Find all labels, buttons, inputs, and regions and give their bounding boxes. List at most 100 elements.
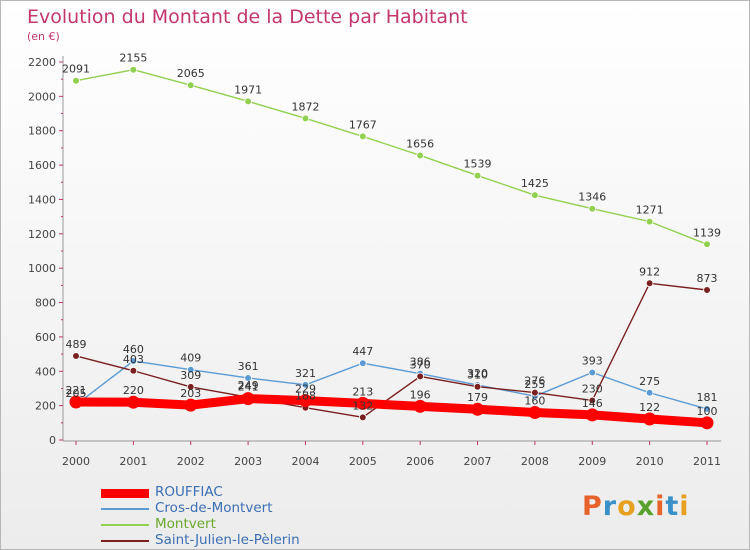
- logo-letter: r: [602, 491, 618, 522]
- y-tick-label: 800: [35, 297, 56, 310]
- data-label: 181: [697, 391, 718, 404]
- y-tick-label: 1000: [28, 262, 56, 275]
- x-tick-label: 2008: [521, 455, 549, 468]
- y-tick-label: 2200: [28, 56, 56, 69]
- data-label: 309: [180, 369, 201, 382]
- data-label: 1767: [349, 118, 377, 131]
- data-point: [588, 396, 597, 405]
- data-point: [531, 191, 539, 199]
- series-line: [75, 282, 708, 419]
- y-tick-label: 1200: [28, 228, 56, 241]
- y-tick-label: 1800: [28, 125, 56, 138]
- y-tick-label: 1400: [28, 193, 56, 206]
- data-label: 203: [180, 387, 201, 400]
- data-point: [186, 81, 195, 89]
- data-point: [129, 366, 138, 375]
- data-point: [301, 114, 310, 123]
- data-label: 386: [410, 356, 431, 369]
- series-lines: [71, 69, 712, 428]
- data-point: [298, 394, 312, 408]
- data-label: 1346: [578, 191, 606, 204]
- data-point: [416, 151, 424, 160]
- data-point: [126, 395, 140, 409]
- data-label: 2155: [119, 52, 147, 65]
- x-tick-label: 2002: [177, 455, 205, 468]
- x-tick-label: 2004: [291, 455, 319, 468]
- data-label: 122: [639, 401, 660, 414]
- data-label: 320: [467, 367, 488, 380]
- data-label: 321: [295, 367, 316, 380]
- legend-swatch: [101, 524, 149, 526]
- data-label: 873: [697, 272, 718, 285]
- data-label: 489: [66, 338, 87, 351]
- data-point: [703, 286, 711, 294]
- data-label: 393: [582, 354, 603, 367]
- data-point: [700, 416, 714, 430]
- x-tick-label: 2009: [578, 455, 606, 468]
- data-label: 196: [410, 388, 431, 401]
- series-line: [71, 394, 712, 428]
- data-label: 1139: [693, 226, 721, 239]
- data-point: [129, 357, 138, 365]
- data-point: [186, 365, 195, 374]
- data-label: 221: [66, 384, 87, 397]
- data-label: 276: [524, 375, 545, 388]
- legend-label: Saint-Julien-le-Pèlerin: [155, 532, 300, 548]
- data-label: 229: [295, 383, 316, 396]
- data-label: 275: [639, 375, 660, 388]
- series-points: [69, 65, 714, 430]
- y-tick-label: 1600: [28, 159, 56, 172]
- data-point: [585, 408, 599, 422]
- data-label: 2091: [62, 63, 90, 76]
- data-point: [356, 396, 370, 410]
- data-point: [184, 398, 198, 412]
- data-label: 241: [238, 381, 259, 394]
- data-label: 1425: [521, 177, 549, 190]
- data-point: [241, 392, 255, 406]
- data-label: 220: [123, 384, 144, 397]
- data-label: 370: [410, 358, 431, 371]
- data-point: [359, 132, 367, 141]
- logo-letter: x: [636, 491, 656, 522]
- data-point: [588, 368, 597, 377]
- x-tick-label: 2000: [62, 455, 90, 468]
- y-tick-label: 0: [49, 434, 56, 447]
- series-line: [75, 360, 708, 410]
- data-label: 409: [180, 352, 201, 365]
- data-label: 1872: [291, 100, 319, 113]
- data-point: [473, 171, 482, 180]
- data-point: [531, 388, 539, 397]
- data-point: [359, 413, 367, 422]
- legend-label: Montvert: [155, 516, 216, 532]
- data-point: [645, 279, 654, 288]
- data-point: [588, 204, 597, 213]
- data-label: 2065: [177, 67, 205, 80]
- data-label: 1656: [406, 137, 434, 150]
- legend-swatch: [101, 540, 149, 542]
- y-tick-label: 2000: [28, 90, 56, 103]
- data-label: 179: [467, 391, 488, 404]
- data-point: [528, 406, 542, 420]
- data-label: 132: [352, 399, 373, 412]
- data-label: 403: [123, 353, 144, 366]
- x-tick-label: 2007: [464, 455, 492, 468]
- data-label: 188: [295, 390, 316, 403]
- data-label: 361: [238, 360, 259, 373]
- data-label: 249: [238, 379, 259, 392]
- y-tick-label: 600: [35, 331, 56, 344]
- series-line: [75, 69, 708, 245]
- legend-label: Cros-de-Montvert: [155, 500, 273, 516]
- data-point: [643, 412, 657, 426]
- logo-letter: i: [655, 491, 666, 522]
- y-tick-label: 400: [35, 365, 56, 378]
- data-point: [301, 381, 310, 389]
- data-label: 447: [352, 345, 373, 358]
- data-label: 1539: [464, 158, 492, 171]
- data-labels: 2091 2155 2065 1971 1872 1767 1656 1539 1425 1346…: [62, 52, 721, 418]
- data-point: [244, 374, 252, 382]
- data-point: [72, 352, 80, 360]
- data-label: 310: [467, 369, 488, 382]
- logo-letter: t: [665, 491, 680, 522]
- logo-letter: P: [582, 491, 603, 522]
